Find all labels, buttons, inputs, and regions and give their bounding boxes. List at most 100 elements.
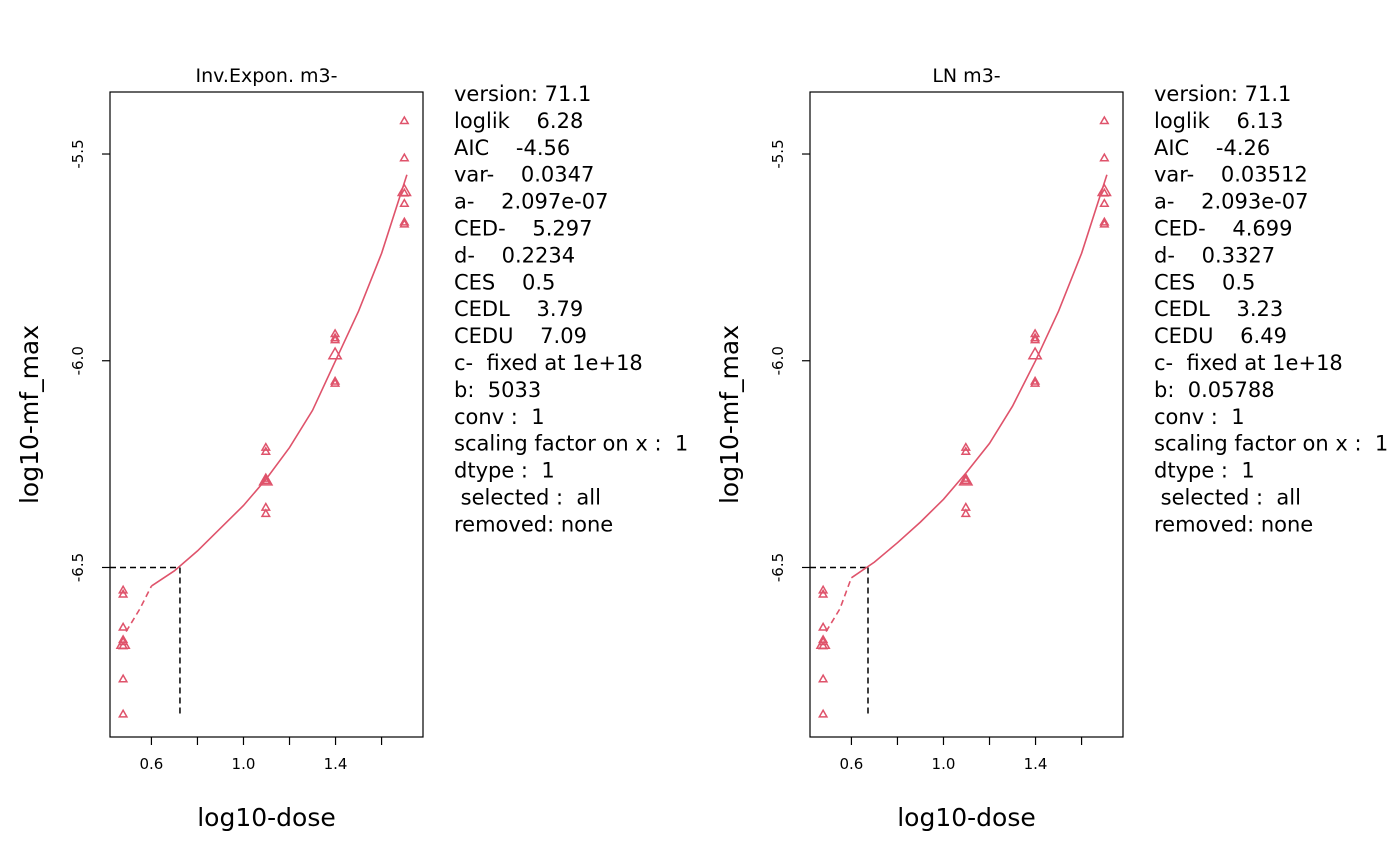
data-point <box>260 446 271 456</box>
group-mean-point <box>258 472 274 486</box>
data-point <box>329 334 341 344</box>
data-point <box>960 508 971 518</box>
data-point <box>329 375 341 385</box>
data-point <box>118 621 129 631</box>
model-annotation-line: version: 71.1 <box>1154 82 1291 106</box>
data-point <box>399 152 410 162</box>
model-annotation-line: loglik 6.13 <box>1154 109 1283 133</box>
data-point <box>1099 115 1110 125</box>
model-annotation-line: conv : 1 <box>1154 405 1245 429</box>
data-point <box>260 475 271 485</box>
model-annotation-line: b: 5033 <box>454 378 541 402</box>
fit-curve <box>850 174 1108 579</box>
data-point <box>399 115 410 125</box>
group-mean-point <box>815 635 831 649</box>
model-annotation-line: d- 0.2234 <box>454 243 575 267</box>
data-point <box>260 442 271 451</box>
data-point <box>260 508 271 518</box>
data-point <box>1029 375 1041 385</box>
data-point <box>118 584 129 594</box>
x-tick-label: 1.0 <box>932 755 956 773</box>
data-point <box>399 216 410 226</box>
model-annotation-line: AIC -4.56 <box>454 136 570 160</box>
data-point <box>818 621 829 631</box>
data-point <box>399 198 410 207</box>
model-annotation-line: CEDL 3.23 <box>1154 297 1283 321</box>
group-mean-point <box>958 472 974 486</box>
x-tick-label: 0.6 <box>139 755 163 773</box>
data-point <box>818 588 829 598</box>
data-point <box>818 708 829 718</box>
data-point <box>1029 332 1041 342</box>
chart-title: LN m3- <box>932 65 1000 87</box>
data-point <box>1099 152 1110 162</box>
y-axis-label: log10-mf_max <box>15 325 44 504</box>
group-mean-point <box>327 346 343 360</box>
model-annotation-line: a- 2.093e-07 <box>1154 190 1309 214</box>
x-axis-label: log10-dose <box>897 803 1036 832</box>
plot-frame <box>109 91 424 738</box>
data-point <box>1099 216 1110 226</box>
chart-title: Inv.Expon. m3- <box>196 65 338 87</box>
model-annotation-line: CED- 4.699 <box>1154 217 1293 241</box>
y-axis-label: log10-mf_max <box>715 325 744 504</box>
y-tick-label: -5.5 <box>769 139 787 168</box>
data-point <box>1029 377 1041 387</box>
x-tick-label: 1.4 <box>1024 755 1048 773</box>
data-point <box>399 218 410 228</box>
model-annotation-line: CES 0.5 <box>454 270 555 294</box>
model-annotation-line: c- fixed at 1e+18 <box>1154 351 1343 375</box>
y-tick-label: -5.5 <box>69 139 87 168</box>
model-annotation-line: b: 0.05788 <box>1154 378 1275 402</box>
model-annotation-line: AIC -4.26 <box>1154 136 1270 160</box>
data-point <box>818 584 829 594</box>
group-mean-point <box>115 635 131 649</box>
y-tick-label: -6.5 <box>769 553 787 582</box>
model-annotation-line: CEDL 3.79 <box>454 297 583 321</box>
group-mean-point <box>396 183 412 197</box>
group-mean-point <box>1027 346 1043 360</box>
data-point <box>118 588 129 598</box>
group-mean-point <box>1096 183 1112 197</box>
model-annotation-line: removed: none <box>454 512 613 536</box>
model-annotation-line: var- 0.03512 <box>1154 163 1308 187</box>
fit-curve-extrapolated <box>825 577 853 633</box>
data-point <box>1099 218 1110 228</box>
model-annotation-line: removed: none <box>1154 512 1313 536</box>
model-annotation-line: selected : all <box>454 486 601 510</box>
model-annotation-line: CEDU 6.49 <box>1154 324 1287 348</box>
data-point <box>1029 334 1041 344</box>
x-tick-label: 0.6 <box>839 755 863 773</box>
model-annotation-line: var- 0.0347 <box>454 163 594 187</box>
data-point <box>1099 198 1110 207</box>
data-point <box>960 446 971 456</box>
y-tick-label: -6.5 <box>69 553 87 582</box>
data-point <box>118 708 129 718</box>
model-annotation-line: CEDU 7.09 <box>454 324 587 348</box>
chart-panel-2: LN m3- 0.6 1.0 1.4 -6.5 -6.0 -5.5 log10-dose log… <box>715 65 1388 832</box>
y-tick-label: -6.0 <box>69 346 87 375</box>
model-annotation-line: version: 71.1 <box>454 82 591 106</box>
model-annotation-line: CES 0.5 <box>1154 270 1255 294</box>
data-point <box>329 377 341 387</box>
data-point <box>818 673 829 683</box>
y-tick-label: -6.0 <box>769 346 787 375</box>
model-annotation-line: loglik 6.28 <box>454 109 583 133</box>
model-annotation-line: scaling factor on x : 1 <box>454 432 688 456</box>
model-annotation-line: dtype : 1 <box>454 459 555 483</box>
x-axis-label: log10-dose <box>197 803 336 832</box>
data-point <box>960 442 971 451</box>
model-annotation-line: dtype : 1 <box>1154 459 1255 483</box>
model-annotation-line: d- 0.3327 <box>1154 243 1275 267</box>
model-annotation-line: c- fixed at 1e+18 <box>454 351 643 375</box>
model-annotation-line: scaling factor on x : 1 <box>1154 432 1388 456</box>
chart-panel-1: Inv.Expon. m3- 0.6 1.0 1.4 -6.5 -6.0 -5.5 log10… <box>15 65 688 832</box>
model-annotation-line: conv : 1 <box>454 405 545 429</box>
x-tick-label: 1.0 <box>232 755 256 773</box>
fit-curve <box>150 174 408 587</box>
model-annotation-line: selected : all <box>1154 486 1301 510</box>
model-annotation-line: CED- 5.297 <box>454 217 593 241</box>
x-tick-label: 1.4 <box>324 755 348 773</box>
data-point <box>329 332 341 342</box>
